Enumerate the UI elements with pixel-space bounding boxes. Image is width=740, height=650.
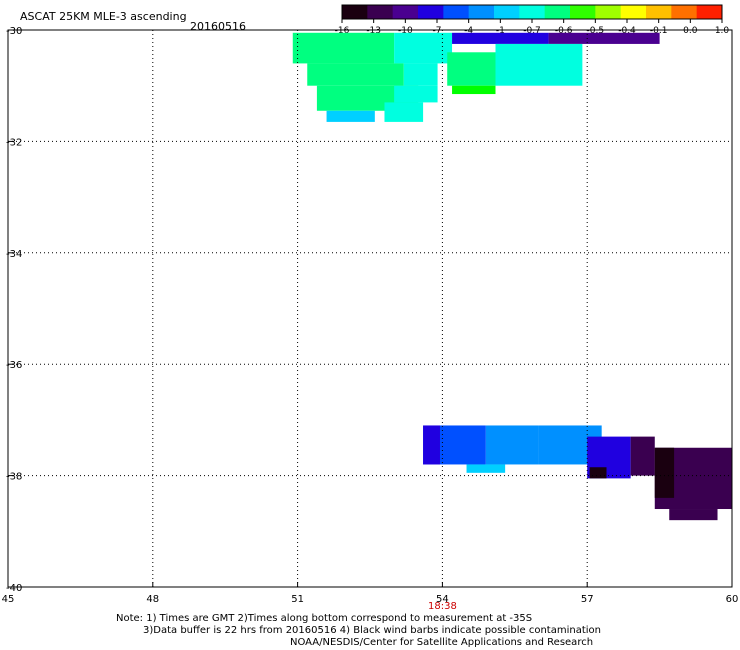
grid-lines [8, 30, 732, 587]
colorbar-swatch-1 [367, 5, 394, 19]
data-cell-5 [403, 63, 438, 86]
colorbar-swatch-4 [443, 5, 470, 19]
data-cell-7 [495, 43, 583, 86]
data-cell-0 [292, 32, 395, 64]
colorbar-swatch-7 [519, 5, 546, 19]
y-tick-label-4: -38 [6, 472, 22, 483]
note-line-2: 3)Data buffer is 22 hrs from 20160516 4)… [143, 625, 601, 636]
colorbar-label-1: -13 [366, 26, 381, 36]
data-cell-6 [447, 52, 496, 86]
data-cell-12 [384, 102, 424, 122]
colorbar-swatch-0 [342, 5, 368, 19]
y-tick-label-0: -30 [6, 26, 22, 37]
colorbar-label-12: 1.0 [715, 26, 730, 36]
x-tick-label-3: 54 [436, 594, 449, 605]
colorbar-label-5: -1 [496, 26, 505, 36]
colorbar-swatch-5 [468, 5, 495, 19]
colorbar-swatch-8 [544, 5, 571, 19]
data-cell-11 [326, 110, 375, 122]
x-tick-label-0: 45 [2, 594, 15, 605]
data-cells [292, 32, 732, 521]
y-tick-label-3: -36 [6, 360, 22, 371]
colorbar-swatch-13 [671, 5, 698, 19]
colorbar-swatch-3 [418, 5, 444, 19]
data-cell-22 [669, 509, 718, 521]
colorbar-label-10: -0.1 [650, 26, 668, 36]
y-tick-label-5: -40 [6, 583, 22, 594]
plot-frame [7, 29, 733, 588]
data-cell-14 [485, 425, 539, 465]
colorbar-label-8: -0.5 [587, 26, 605, 36]
colorbar-swatch-9 [570, 5, 596, 19]
colorbar-label-9: -0.4 [618, 26, 636, 36]
note-line-1: Note: 1) Times are GMT 2)Times along bot… [116, 613, 533, 624]
colorbar-swatch-12 [646, 5, 672, 19]
data-cell-23 [654, 447, 675, 498]
data-cell-3 [548, 32, 660, 44]
data-cell-1 [394, 32, 453, 64]
data-cell-19 [630, 436, 655, 476]
chart-title: ASCAT 25KM MLE-3 ascending [20, 10, 187, 23]
colorbar-label-3: -7 [433, 26, 442, 36]
note-line-3: NOAA/NESDIS/Center for Satellite Applica… [290, 637, 594, 648]
axis-ticks: 45 48 51 54 57 60 -30 -32 -34 -36 -38 -40 18:38 [2, 26, 739, 612]
data-cell-8 [452, 85, 496, 95]
colorbar-label-2: -10 [398, 26, 413, 36]
y-tick-label-1: -32 [6, 137, 22, 148]
data-cell-10 [394, 85, 438, 103]
colorbar-label-0: -16 [335, 26, 350, 36]
x-tick-label-1: 48 [146, 594, 159, 605]
data-cell-4 [307, 63, 404, 86]
x-tick-label-4: 57 [581, 594, 594, 605]
colorbar-swatch-10 [595, 5, 622, 19]
colorbar: -16 -13 -10 -7 -4 -1 -0.7 -0.6 -0.5 -0.4 -0.1 0.0 1.… [335, 4, 730, 36]
colorbar-label-4: -4 [464, 26, 473, 36]
colorbar-swatch-14 [696, 5, 723, 19]
colorbar-label-7: -0.6 [555, 26, 573, 36]
colorbar-label-6: -0.7 [523, 26, 541, 36]
chart-date: 20160516 [190, 20, 246, 33]
data-cell-17 [466, 464, 506, 473]
colorbar-label-11: 0.0 [683, 26, 698, 36]
time-label-0: 18:38 [428, 601, 457, 612]
data-cell-20 [589, 467, 607, 479]
colorbar-swatch-6 [494, 5, 520, 19]
data-cell-2 [452, 32, 549, 44]
x-tick-label-2: 51 [291, 594, 304, 605]
x-tick-label-5: 60 [726, 594, 739, 605]
data-cell-16 [423, 425, 440, 465]
colorbar-swatch-2 [392, 5, 419, 19]
y-tick-label-2: -34 [6, 249, 22, 260]
colorbar-swatch-11 [620, 5, 647, 19]
